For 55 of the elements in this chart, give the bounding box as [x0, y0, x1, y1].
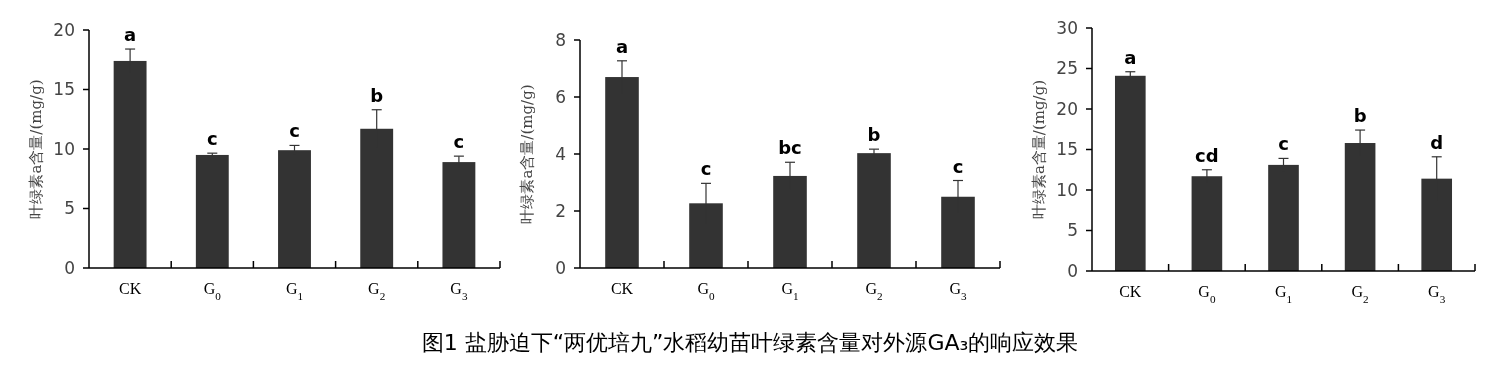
annotation: c — [952, 155, 964, 177]
x-tick-label: G$_{2}$ — [865, 280, 883, 302]
annotation: b — [1353, 105, 1367, 127]
annotation: a — [1124, 46, 1137, 68]
annotation: b — [370, 84, 384, 106]
bar — [857, 153, 891, 268]
x-tick-label: G$_{2}$ — [368, 280, 386, 302]
y-tick-label: 15 — [1056, 139, 1078, 160]
y-axis-title: 叶绿素a含量/(mg/g) — [27, 79, 45, 219]
caption: 图1 盐胁迫下“两优培九”水稻幼苗叶绿素含量对外源GA₃的响应效果 — [421, 330, 1079, 355]
x-tick-label: CK — [1119, 283, 1142, 300]
annotation: d — [1430, 131, 1444, 153]
y-tick-label: 15 — [53, 79, 75, 100]
y-axis-title: 叶绿素a含量/(mg/g) — [518, 84, 536, 224]
y-tick-label: 5 — [64, 198, 75, 219]
y-tick-label: 2 — [555, 200, 566, 221]
x-tick-label: CK — [118, 280, 142, 297]
annotation: a — [615, 35, 629, 57]
x-tick-label: G$_{1}$ — [781, 280, 799, 302]
x-tick-label: G$_{0}$ — [1198, 283, 1216, 305]
y-tick-label: 6 — [555, 86, 566, 107]
annotation: c — [453, 131, 465, 153]
annotation: bc — [778, 137, 802, 159]
y-axis-title: 叶绿素a含量/(mg/g) — [1030, 79, 1048, 220]
x-tick-label: G$_{0}$ — [697, 280, 715, 302]
x-tick-label: G$_{1}$ — [285, 280, 304, 302]
x-tick-label: G$_{3}$ — [1428, 283, 1446, 305]
y-tick-label: 4 — [555, 143, 566, 164]
annotation: c — [289, 120, 300, 142]
x-tick-label: G$_{3}$ — [450, 280, 468, 302]
y-tick-label: 20 — [53, 19, 75, 40]
x-tick-label: G$_{1}$ — [1274, 283, 1293, 305]
bar — [1114, 75, 1146, 271]
y-tick-label: 10 — [53, 138, 75, 159]
y-tick-label: 8 — [555, 29, 566, 50]
annotation: c — [1278, 133, 1289, 155]
annotation: cd — [1195, 144, 1219, 166]
y-tick-label: 5 — [1067, 220, 1078, 241]
annotation: c — [700, 158, 712, 180]
x-tick-label: G$_{2}$ — [1351, 283, 1369, 305]
y-tick-label: 0 — [555, 257, 566, 278]
annotation: a — [124, 24, 137, 46]
x-tick-label: G$_{3}$ — [949, 280, 967, 302]
y-tick-label: 20 — [1056, 98, 1078, 119]
y-tick-label: 10 — [1056, 179, 1078, 200]
y-tick-label: 30 — [1056, 17, 1078, 38]
bar — [195, 154, 229, 268]
y-tick-label: 25 — [1056, 58, 1078, 79]
x-tick-label: G$_{0}$ — [203, 280, 222, 302]
annotation: b — [867, 124, 881, 146]
y-tick-label: 0 — [1067, 260, 1078, 281]
bar — [278, 150, 311, 268]
annotation: c — [206, 128, 218, 150]
y-tick-label: 0 — [64, 257, 75, 278]
x-tick-label: CK — [610, 280, 634, 297]
